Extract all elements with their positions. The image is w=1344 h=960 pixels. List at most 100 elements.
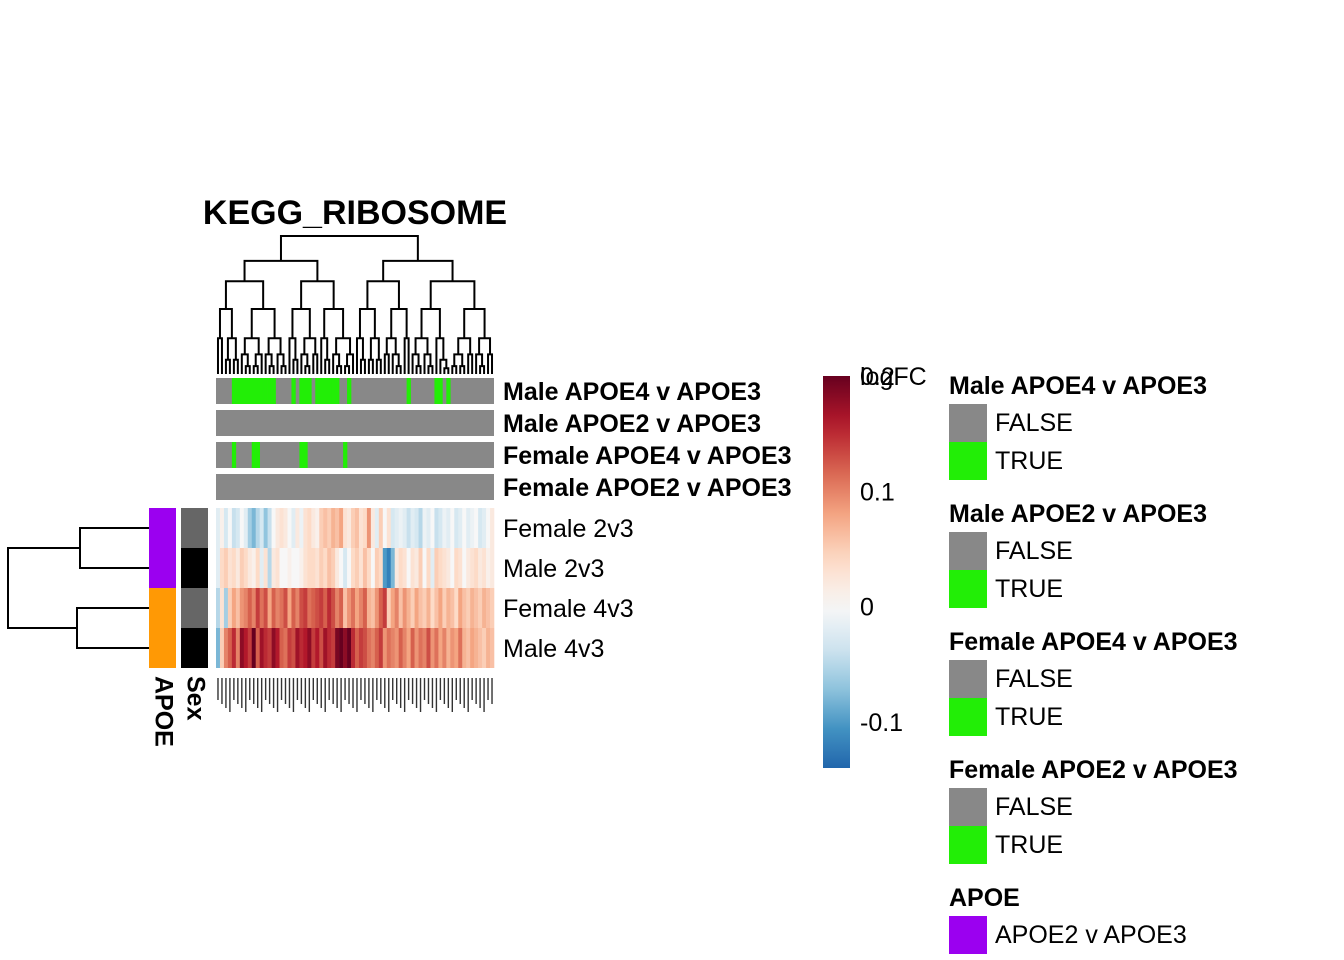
heatmap-cell [299,588,304,628]
heatmap-cell [235,548,241,588]
heatmap-cell [295,628,300,668]
heatmap-cell [366,628,372,668]
annotation-true-cell [267,378,272,404]
heatmap-cell [227,588,233,628]
heatmap-cell [402,548,407,588]
heatmap-cell [370,628,376,668]
annotation-true-cell [307,378,312,404]
heatmap-cell [351,548,356,588]
heatmap-cell [335,508,340,548]
annotation-true-cell [303,378,308,404]
heatmap-cell [422,628,427,668]
heatmap-cell [406,548,411,588]
heatmap-cell [462,508,467,548]
legend-title: Female APOE4 v APOE3 [949,628,1238,656]
heatmap-cell [247,548,253,588]
heatmap-cell [362,548,368,588]
heatmap-cell [434,628,439,668]
heatmap-cell [434,548,439,588]
heatmap-cell [382,588,388,628]
heatmap-cell [351,628,356,668]
heatmap-cell [287,588,292,628]
heatmap-cell [223,508,229,548]
heatmap-cell [283,628,288,668]
heatmap-cell [394,628,399,668]
heatmap-cell [327,548,332,588]
heatmap-cell [410,548,415,588]
dendrogram-branch [366,280,400,310]
heatmap-cell [347,588,352,628]
heatmap-cell [323,548,328,588]
heatmap-cell [267,588,272,628]
heatmap-cell [251,548,257,588]
dendrogram-branch [359,358,366,374]
heatmap-cell [390,628,396,668]
heatmap-cell [271,508,276,548]
apoe-annotation-cell [149,508,176,548]
heatmap-cell [466,548,471,588]
heatmap-cell [462,588,467,628]
heatmap-cell [490,548,495,588]
annotation-true-cell [271,378,276,404]
dendrogram-branch [79,527,149,569]
dendrogram-branch [252,365,259,374]
heatmap-cell [275,548,280,588]
legend-swatch [949,698,987,736]
heatmap-cell [458,588,463,628]
heatmap-cell [216,628,221,668]
apoe-annotation-cell [149,588,176,628]
dendrogram-branch [216,337,223,374]
heatmap-cell [422,508,427,548]
sex-annotation-cell [181,548,208,588]
heatmap-cell [410,508,415,548]
annotation-true-cell [291,378,296,404]
heatmap-cell [414,508,419,548]
row-label: Female 2v3 [503,515,634,543]
dendrogram-branch [415,365,422,374]
heatmap-cell [486,628,491,668]
annotation-true-cell [438,378,443,404]
heatmap-cell [239,548,245,588]
heatmap-cell [442,548,447,588]
annotation-track [216,474,494,500]
heatmap-cell [438,548,443,588]
heatmap-cell [323,508,328,548]
heatmap-cell [267,548,272,588]
heatmap-cell [486,548,491,588]
row-dendrogram [7,527,149,649]
heatmap-cell [219,548,225,588]
heatmap-cell [462,548,467,588]
legend-swatch [949,532,987,570]
heatmap-cell [339,508,344,548]
annotation-true-cell [319,378,324,404]
dendrogram-branch [250,308,276,339]
heatmap-cell [482,628,487,668]
legend-item-label: FALSE [995,409,1073,437]
dendrogram-branch [244,365,251,374]
annotation-true-cell [251,442,257,468]
heatmap-cell [319,508,324,548]
heatmap-cell [390,588,396,628]
legend-item-label: FALSE [995,537,1073,565]
heatmap-cell [287,508,292,548]
heatmap-cell [335,628,340,668]
heatmap-cell [454,548,459,588]
heatmap-cell [370,588,376,628]
heatmap-cell [259,508,264,548]
dendrogram-branch [76,607,149,649]
annotation-true-cell [434,378,439,404]
legend-item-label: TRUE [995,703,1064,731]
heatmap-cell [430,588,435,628]
heatmap-cell [303,508,308,548]
heatmap-cell [299,628,304,668]
heatmap-cell [216,508,221,548]
apoe-annotation-cell [149,628,176,668]
heatmap-cell [490,628,495,668]
heatmap-cell [358,548,364,588]
heatmap-cell [275,628,280,668]
heatmap-cell [271,588,276,628]
heatmap-cell [243,588,249,628]
heatmap-cell [398,588,403,628]
heatmap-cell [426,628,431,668]
heatmap-cell [470,508,475,548]
